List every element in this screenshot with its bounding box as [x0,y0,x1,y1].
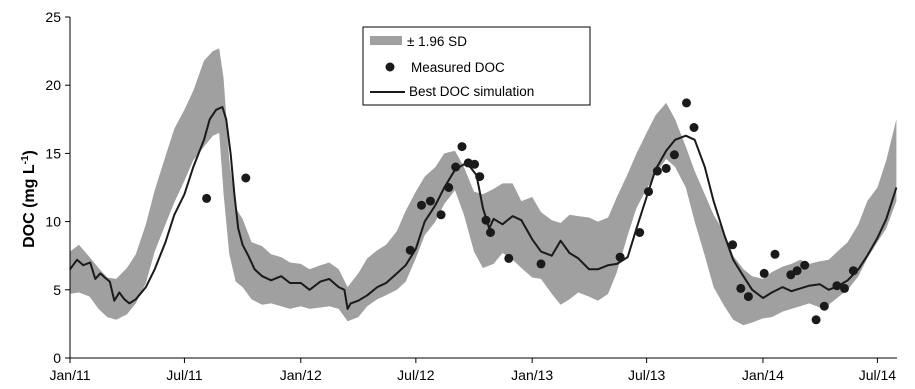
plot-area [69,48,898,326]
legend-points-label: Measured DOC [411,60,505,75]
axes [65,16,897,363]
y-tick-label: 20 [45,77,61,93]
x-tick-label: Jan/14 [742,367,784,383]
measured-point [444,183,454,192]
y-axis-label-main: DOC (mg L [21,164,38,248]
y-axis-label-close: ) [21,150,38,155]
measured-point [615,252,625,262]
measured-point [743,292,753,302]
measured-point [486,228,495,237]
legend: ± 1.96 SD Measured DOC Best DOC simulati… [362,26,591,106]
measured-point [652,166,662,176]
measured-point [536,259,546,269]
sd-band [70,48,897,326]
measured-point [417,200,426,210]
y-axis-label-sup: -1 [20,155,31,164]
measured-point [736,283,746,293]
measured-point [475,172,485,182]
x-tick-label: Jul/11 [166,367,203,383]
measured-point [848,266,858,276]
x-tick-label: Jan/12 [280,367,322,383]
measured-point [405,245,415,255]
x-tick-label: Jul/12 [397,367,435,383]
measured-point [728,240,738,250]
measured-point [840,283,849,293]
legend-band-label: ± 1.96 SD [407,34,467,49]
measured-point [436,210,446,220]
measured-point [832,281,842,291]
simulation-line [69,106,898,310]
measured-point [470,159,480,169]
measured-point [504,253,514,263]
measured-point [451,162,461,172]
measured-point [635,228,645,237]
measured-point [682,98,691,108]
measured-point [644,187,653,197]
measured-point [819,301,829,311]
measured-point [669,150,679,160]
measured-point [425,196,435,206]
measured-point [800,260,810,270]
measured-point [770,249,780,259]
x-tick-label: Jul/13 [628,367,666,383]
y-tick-label: 0 [53,350,61,366]
measured-point [759,268,769,278]
y-axis-label: DOC (mg L-1) [20,150,38,248]
measured-point [481,215,491,225]
measured-point [241,173,251,183]
y-tick-label: 25 [45,9,61,25]
x-tick-labels: Jan/11 Jul/11 Jan/12 Jul/12 Jan/13 Jul/13 Jan/… [50,367,897,383]
legend-points-marker [385,62,395,72]
y-tick-label: 5 [53,282,61,298]
legend-line-label: Best DOC simulation [409,84,534,99]
measured-point [202,193,212,203]
measured-point [661,163,671,173]
legend-band-swatch [370,36,402,45]
y-tick-label: 10 [45,214,61,230]
measured-point [689,123,699,132]
measured-point [457,142,467,152]
y-tick-label: 15 [45,145,61,161]
measured-point [811,315,821,325]
measured-point [792,266,802,276]
x-tick-label: Jul/14 [859,367,897,383]
y-tick-labels: 0 5 10 15 20 25 [45,9,61,366]
x-tick-label: Jan/11 [50,367,91,383]
x-tick-label: Jan/13 [511,367,553,383]
